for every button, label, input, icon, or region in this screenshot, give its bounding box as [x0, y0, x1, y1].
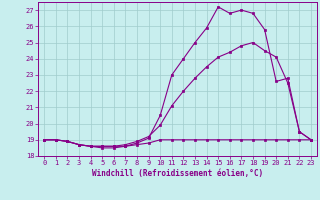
- X-axis label: Windchill (Refroidissement éolien,°C): Windchill (Refroidissement éolien,°C): [92, 169, 263, 178]
